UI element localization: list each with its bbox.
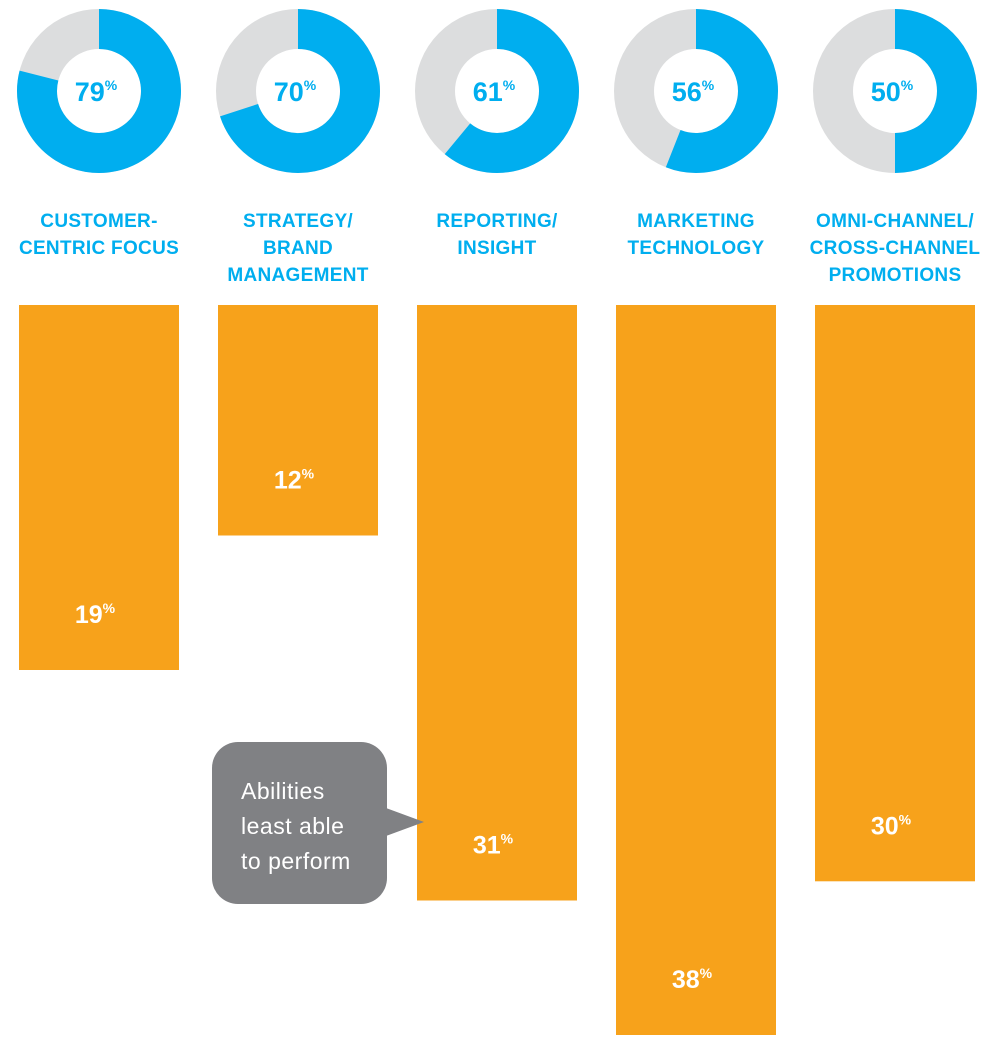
callout-bubble: Abilities least able to perform (212, 742, 387, 904)
callout-line: to perform (241, 848, 351, 874)
category-label: INSIGHT (457, 238, 536, 259)
bar (417, 305, 577, 901)
bar (815, 305, 975, 882)
callout-pointer (386, 808, 424, 836)
donut-arc (665, 9, 778, 173)
category-label: MANAGEMENT (227, 265, 368, 286)
bar-value-label: 12% (274, 466, 315, 495)
donut-value-label: 50% (871, 77, 914, 107)
donut-value-label: 56% (672, 77, 715, 107)
category-label: OMNI-CHANNEL/ (816, 211, 974, 232)
donut-value-label: 70% (274, 77, 317, 107)
callout-line: Abilities (241, 778, 325, 804)
category-label: TECHNOLOGY (627, 238, 764, 259)
category-label-group: CUSTOMER- CENTRIC FOCUS STRATEGY/BRAND MANA… (19, 211, 980, 286)
donut-arc (220, 9, 380, 173)
donut-arc (17, 9, 181, 173)
bar-value-label: 31% (473, 831, 514, 860)
category-label: BRAND (263, 238, 333, 259)
category-label: CENTRIC FOCUS (19, 238, 179, 259)
callout-line: least able (241, 813, 345, 839)
bar (616, 305, 776, 1035)
donut-arc (894, 9, 977, 173)
category-label: CUSTOMER- (40, 211, 157, 232)
category-label: PROMOTIONS (829, 265, 962, 286)
donut-group: 79% 70% 61% 56% 50% (17, 9, 977, 173)
donut-value-label: 61% (473, 77, 516, 107)
donut-value-label: 79% (75, 77, 118, 107)
bar-group: 19% 12% 31% 38% 30% (19, 305, 975, 1035)
bar-value-label: 38% (672, 965, 713, 994)
donut-arc (444, 9, 579, 173)
category-label: STRATEGY/ (243, 211, 353, 232)
bar-value-label: 30% (871, 811, 912, 840)
category-label: REPORTING/ (436, 211, 558, 232)
bar-value-label: 19% (75, 600, 116, 629)
category-label: MARKETING (637, 211, 755, 232)
bar (218, 305, 378, 536)
bar (19, 305, 179, 670)
category-label: CROSS-CHANNEL (810, 238, 981, 259)
